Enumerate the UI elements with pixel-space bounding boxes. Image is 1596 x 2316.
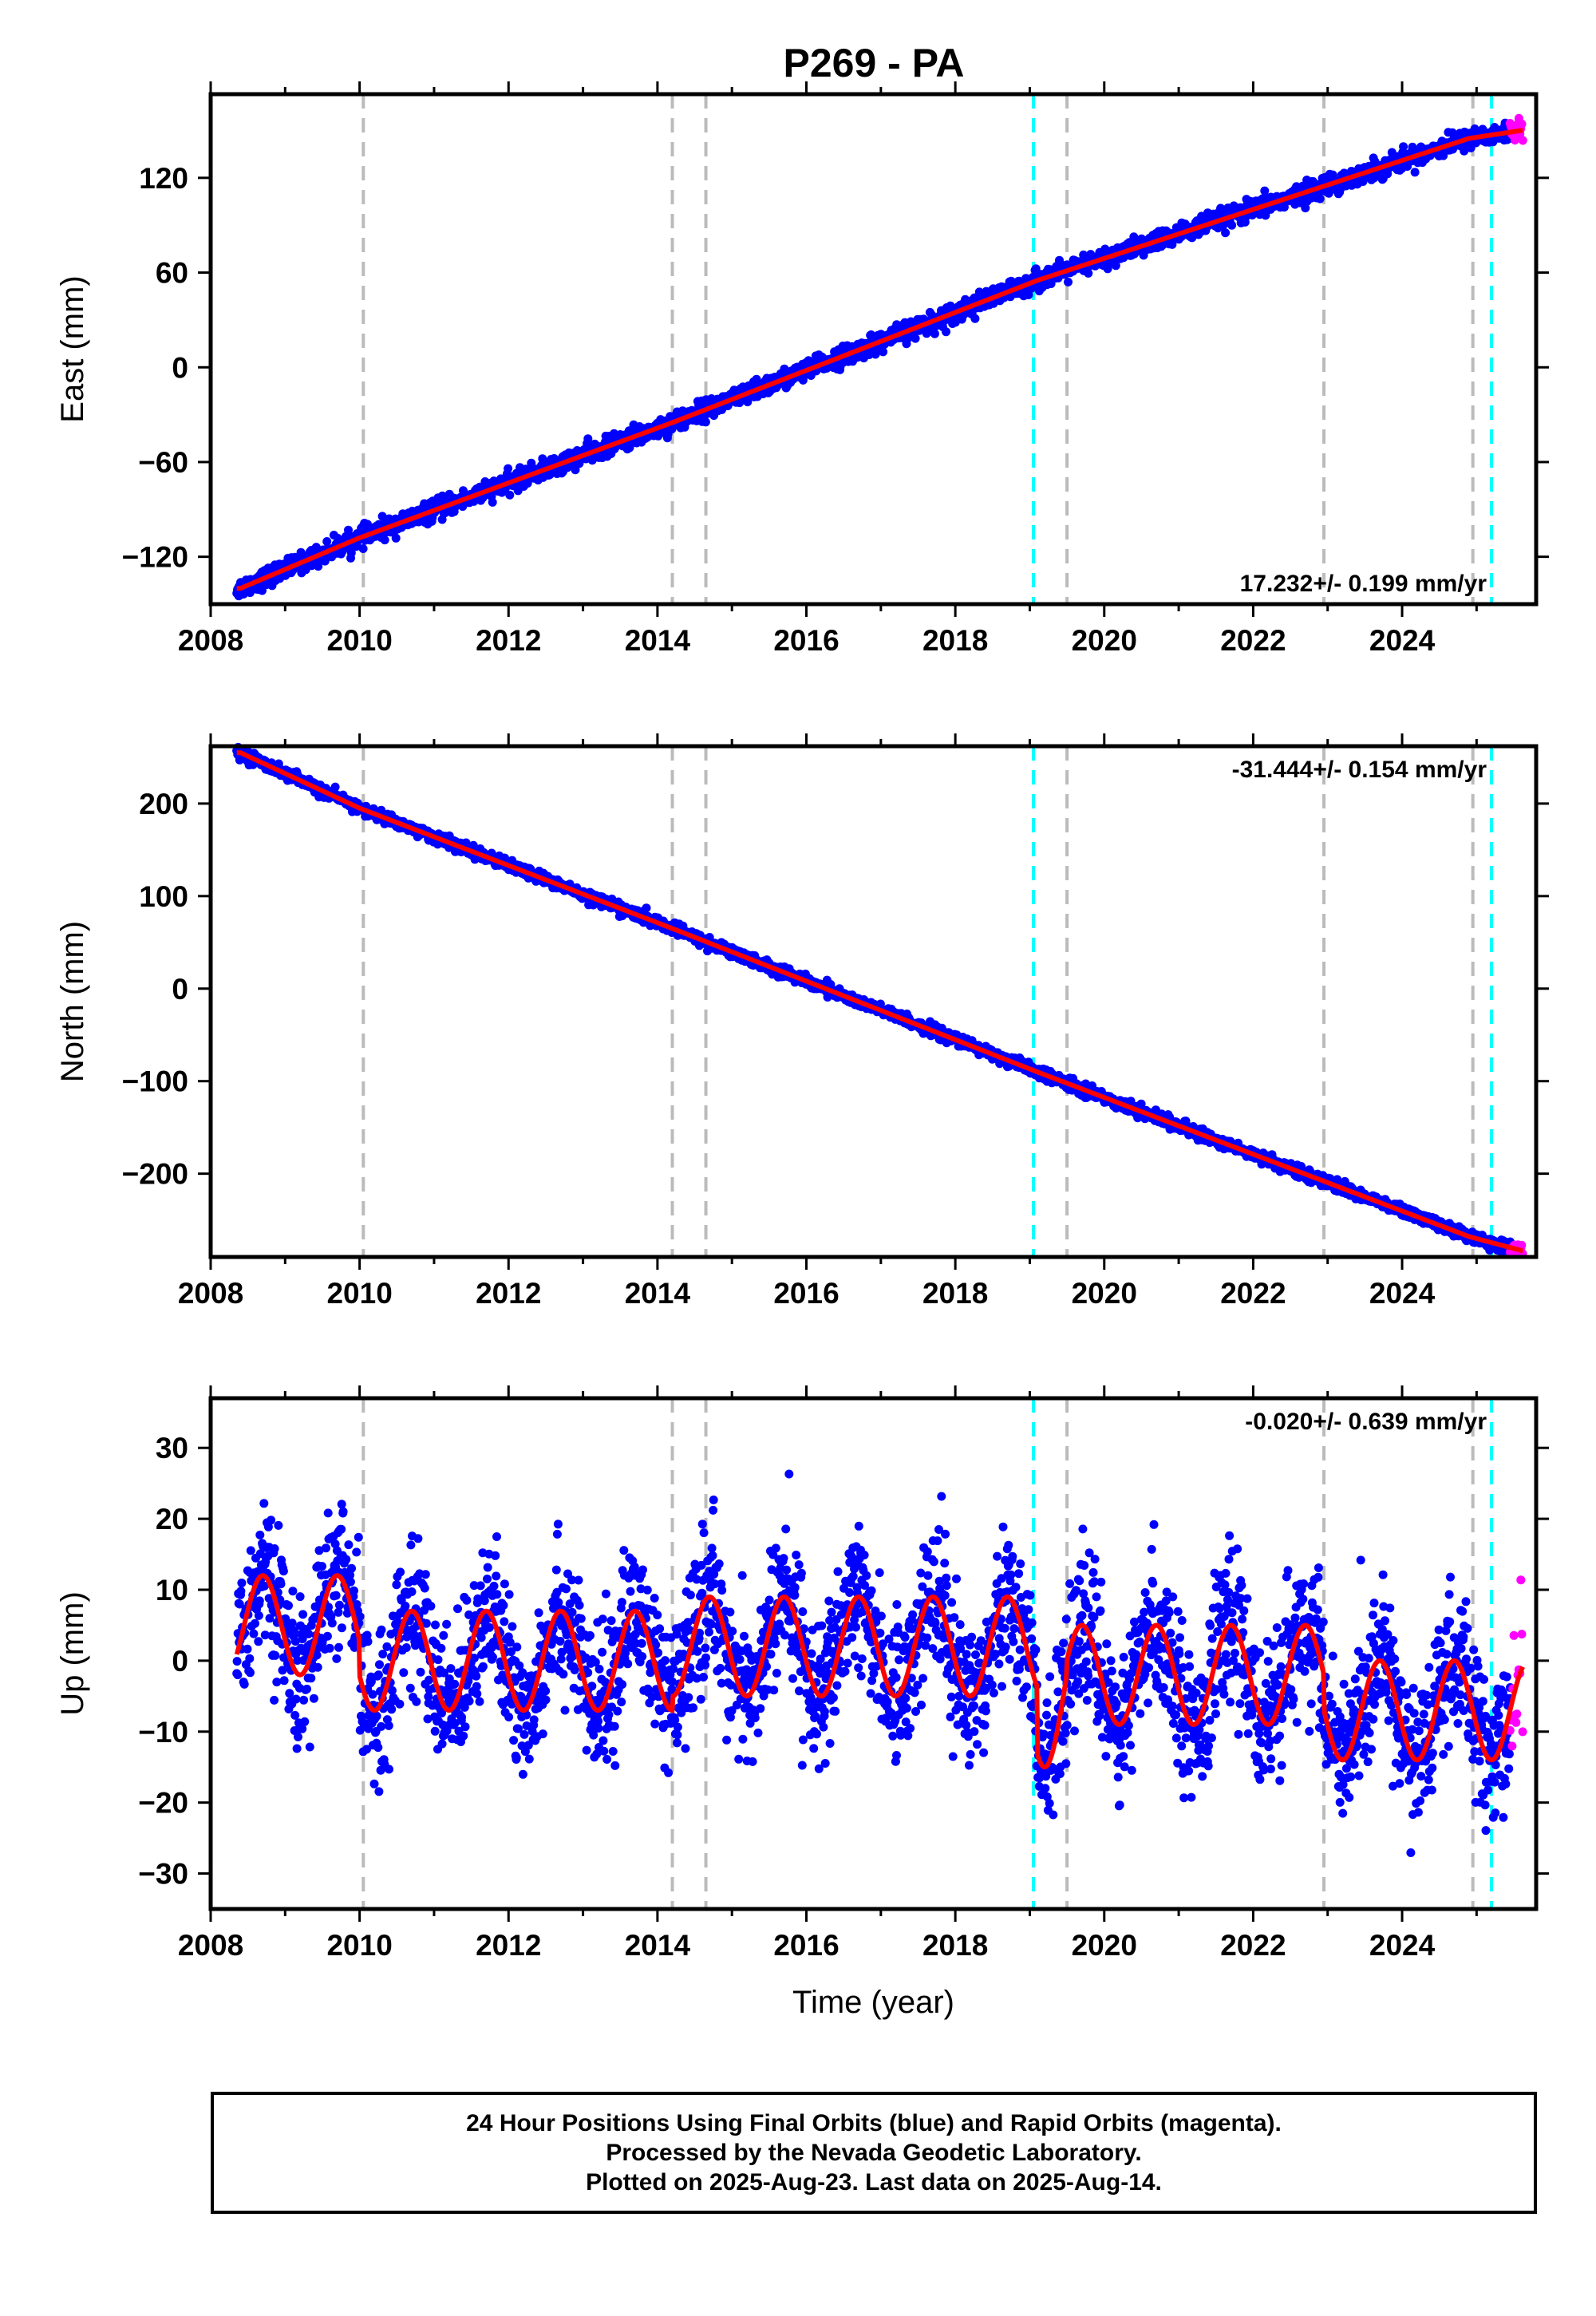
panel-0: −120 −60 0 60 120 East (mm) 2008 2010 2012 2014 20…	[55, 81, 1549, 657]
data-point	[504, 464, 513, 473]
data-point	[970, 314, 980, 323]
panels: −120 −60 0 60 120 East (mm) 2008 2010 2012 2014 20…	[55, 81, 1549, 2020]
data-point	[344, 525, 353, 535]
data-point	[527, 458, 536, 468]
data-point	[330, 782, 340, 792]
ylabel: East (mm)	[55, 275, 90, 422]
data-point	[523, 479, 532, 488]
data-point	[1410, 168, 1420, 177]
data-point	[1084, 268, 1093, 278]
rate-label: 17.232+/- 0.199 mm/yr	[1240, 571, 1487, 597]
ytick-label: −60	[138, 446, 188, 479]
ytick-label: 120	[139, 162, 188, 195]
xtick-label: 2016	[773, 624, 839, 657]
data-point	[488, 497, 497, 507]
xtick-label: 2024	[1369, 624, 1436, 657]
data-points	[232, 113, 1527, 601]
data-point	[911, 334, 920, 343]
data-point	[380, 536, 389, 545]
ytick-label: 60	[156, 257, 188, 290]
data-point	[320, 556, 330, 566]
data-points	[232, 742, 1527, 1259]
xtick-label: 2020	[1072, 624, 1137, 657]
data-point	[437, 515, 447, 524]
data-point	[1227, 220, 1237, 230]
xtick-label: 2018	[922, 624, 988, 657]
data-point	[1064, 277, 1073, 287]
ytick-label: −120	[122, 541, 188, 574]
chart-title: P269 - PA	[784, 41, 965, 85]
data-point	[1221, 228, 1231, 238]
xtick-label: 2012	[476, 624, 541, 657]
data-point	[258, 586, 267, 595]
data-point	[879, 347, 888, 357]
ytick-label: 0	[172, 351, 188, 384]
xtick-label: 2014	[625, 624, 691, 657]
data-point	[701, 417, 710, 427]
data-point	[1518, 136, 1527, 145]
data-point	[358, 544, 368, 553]
data-point	[642, 903, 651, 913]
xtick-label: 2008	[178, 624, 243, 657]
data-point	[505, 490, 515, 500]
data-point	[583, 434, 593, 444]
data-point	[322, 537, 332, 546]
xtick-label: 2010	[326, 624, 392, 657]
data-point	[743, 397, 753, 407]
data-point	[391, 533, 401, 543]
data-point	[1315, 194, 1325, 204]
data-point	[1399, 142, 1408, 152]
xtick-label: 2022	[1220, 624, 1286, 657]
data-point	[942, 327, 950, 337]
data-point	[1517, 119, 1527, 128]
data-point	[930, 329, 939, 338]
